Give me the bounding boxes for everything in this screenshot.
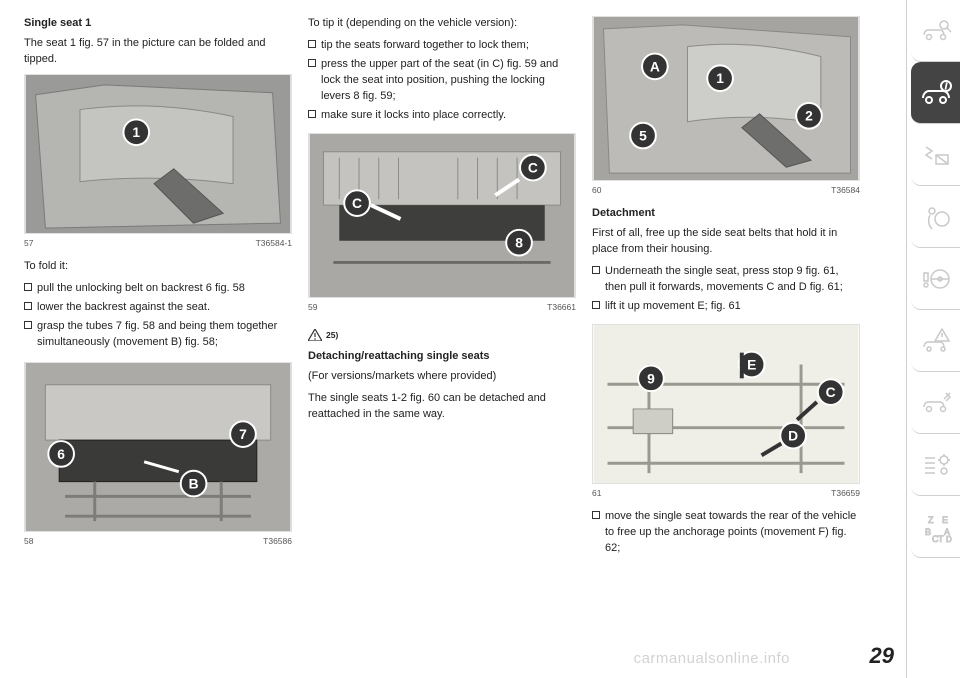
detachment-p1: First of all, free up the side seat belt…	[592, 226, 860, 258]
fig58-marker-b: B	[189, 475, 199, 491]
fig59-marker-c2: C	[528, 159, 538, 175]
svg-text:i: i	[945, 82, 947, 91]
fig57-code: T36584-1	[256, 237, 292, 249]
para-seat-desc: The seat 1 fig. 57 in the picture can be…	[24, 36, 292, 68]
fig59-num: 59	[308, 301, 317, 313]
col3-b3-text: move the single seat towards the rear of…	[605, 509, 860, 557]
bullet-icon	[24, 283, 32, 291]
warning-icon	[308, 329, 322, 341]
figure-61-caption: 61 T36659	[592, 487, 860, 499]
figure-59-caption: 59 T36661	[308, 301, 576, 313]
fig60-marker-2: 2	[805, 108, 813, 124]
col3-b1-text: Underneath the single seat, press stop 9…	[605, 264, 860, 296]
warning-note: 25)	[308, 329, 576, 341]
fig59-marker-8: 8	[515, 234, 523, 250]
col1-bullet-2: lower the backrest against the seat.	[24, 300, 292, 316]
fig58-marker-7: 7	[239, 426, 247, 442]
col3-bullet-3: move the single seat towards the rear of…	[592, 509, 860, 557]
col2-bullet-3: make sure it locks into place correctly.	[308, 108, 576, 124]
to-fold-label: To fold it:	[24, 259, 292, 275]
fig59-marker-c1: C	[352, 195, 362, 211]
col2-b1-text: tip the seats forward together to lock t…	[321, 38, 529, 54]
fig58-num: 58	[24, 535, 33, 547]
figure-60-caption: 60 T36584	[592, 184, 860, 196]
col1-bullet-1: pull the unlocking belt on backrest 6 fi…	[24, 281, 292, 297]
figure-59: C C 8	[308, 133, 576, 298]
fig61-num: 61	[592, 487, 601, 499]
fig60-marker-1: 1	[716, 70, 724, 86]
figure-57: 1	[24, 74, 292, 234]
svg-text:B: B	[925, 527, 931, 537]
col2-b2-text: press the upper part of the seat (in C) …	[321, 57, 576, 105]
col2-p1: To tip it (depending on the vehicle vers…	[308, 16, 576, 32]
warning-number: 25)	[326, 329, 338, 341]
fig60-num: 60	[592, 184, 601, 196]
tab-service[interactable]	[911, 372, 960, 434]
tab-index[interactable]: Z E B A C T D	[911, 496, 960, 558]
tab-settings-list[interactable]	[911, 434, 960, 496]
bullet-icon	[308, 59, 316, 67]
col2-bullet-1: tip the seats forward together to lock t…	[308, 38, 576, 54]
bullet-icon	[24, 302, 32, 310]
col1-b1-text: pull the unlocking belt on backrest 6 fi…	[37, 281, 245, 297]
tab-airbag[interactable]	[911, 186, 960, 248]
fig59-code: T36661	[547, 301, 576, 313]
bullet-icon	[24, 321, 32, 329]
fig57-marker-1: 1	[132, 124, 140, 140]
col3-b2-text: lift it up movement E; fig. 61	[605, 299, 741, 315]
bullet-icon	[592, 266, 600, 274]
detaching-desc: The single seats 1-2 fig. 60 can be deta…	[308, 391, 576, 423]
figure-57-caption: 57 T36584-1	[24, 237, 292, 249]
tab-warning[interactable]	[911, 310, 960, 372]
detaching-sub: (For versions/markets where provided)	[308, 369, 576, 385]
bullet-icon	[308, 40, 316, 48]
heading-single-seat: Single seat 1	[24, 16, 292, 32]
bullet-icon	[592, 301, 600, 309]
side-tabs: i Z E B A C T D	[906, 0, 960, 678]
page-number: 29	[870, 640, 894, 672]
svg-text:E: E	[942, 515, 948, 525]
svg-text:Z: Z	[928, 515, 934, 525]
svg-text:T: T	[938, 534, 944, 544]
figure-58: 6 7 B	[24, 362, 292, 532]
fig61-marker-c: C	[826, 384, 836, 400]
fig60-marker-5: 5	[639, 127, 647, 143]
col3-bullet-2: lift it up movement E; fig. 61	[592, 299, 860, 315]
fig58-code: T36586	[263, 535, 292, 547]
fig61-marker-e: E	[747, 356, 756, 372]
col1-b2-text: lower the backrest against the seat.	[37, 300, 210, 316]
heading-detachment: Detachment	[592, 206, 860, 222]
fig60-code: T36584	[831, 184, 860, 196]
tab-steering[interactable]	[911, 248, 960, 310]
figure-61: 9 E C D	[592, 324, 860, 484]
tab-lights[interactable]	[911, 124, 960, 186]
column-3: A 1 5 2 60 T36584 Detachment First of al…	[592, 16, 860, 668]
fig57-num: 57	[24, 237, 33, 249]
column-1: Single seat 1 The seat 1 fig. 57 in the …	[24, 16, 292, 668]
watermark: carmanualsonline.info	[634, 648, 790, 670]
fig61-marker-9: 9	[647, 370, 655, 386]
bullet-icon	[592, 511, 600, 519]
tab-car-info[interactable]: i	[911, 62, 960, 124]
figure-58-caption: 58 T36586	[24, 535, 292, 547]
col1-b3-text: grasp the tubes 7 fig. 58 and being them…	[37, 319, 292, 351]
fig61-code: T36659	[831, 487, 860, 499]
heading-detaching: Detaching/reattaching single seats	[308, 349, 576, 365]
col1-bullet-3: grasp the tubes 7 fig. 58 and being them…	[24, 319, 292, 351]
fig60-marker-a: A	[650, 58, 660, 74]
svg-text:D: D	[946, 535, 952, 544]
fig58-marker-6: 6	[57, 446, 65, 462]
tab-car-search[interactable]	[911, 0, 960, 62]
figure-60: A 1 5 2	[592, 16, 860, 181]
col2-bullet-2: press the upper part of the seat (in C) …	[308, 57, 576, 105]
bullet-icon	[308, 110, 316, 118]
col2-b3-text: make sure it locks into place correctly.	[321, 108, 506, 124]
col3-bullet-1: Underneath the single seat, press stop 9…	[592, 264, 860, 296]
fig61-marker-d: D	[788, 427, 798, 443]
column-2: To tip it (depending on the vehicle vers…	[308, 16, 576, 668]
